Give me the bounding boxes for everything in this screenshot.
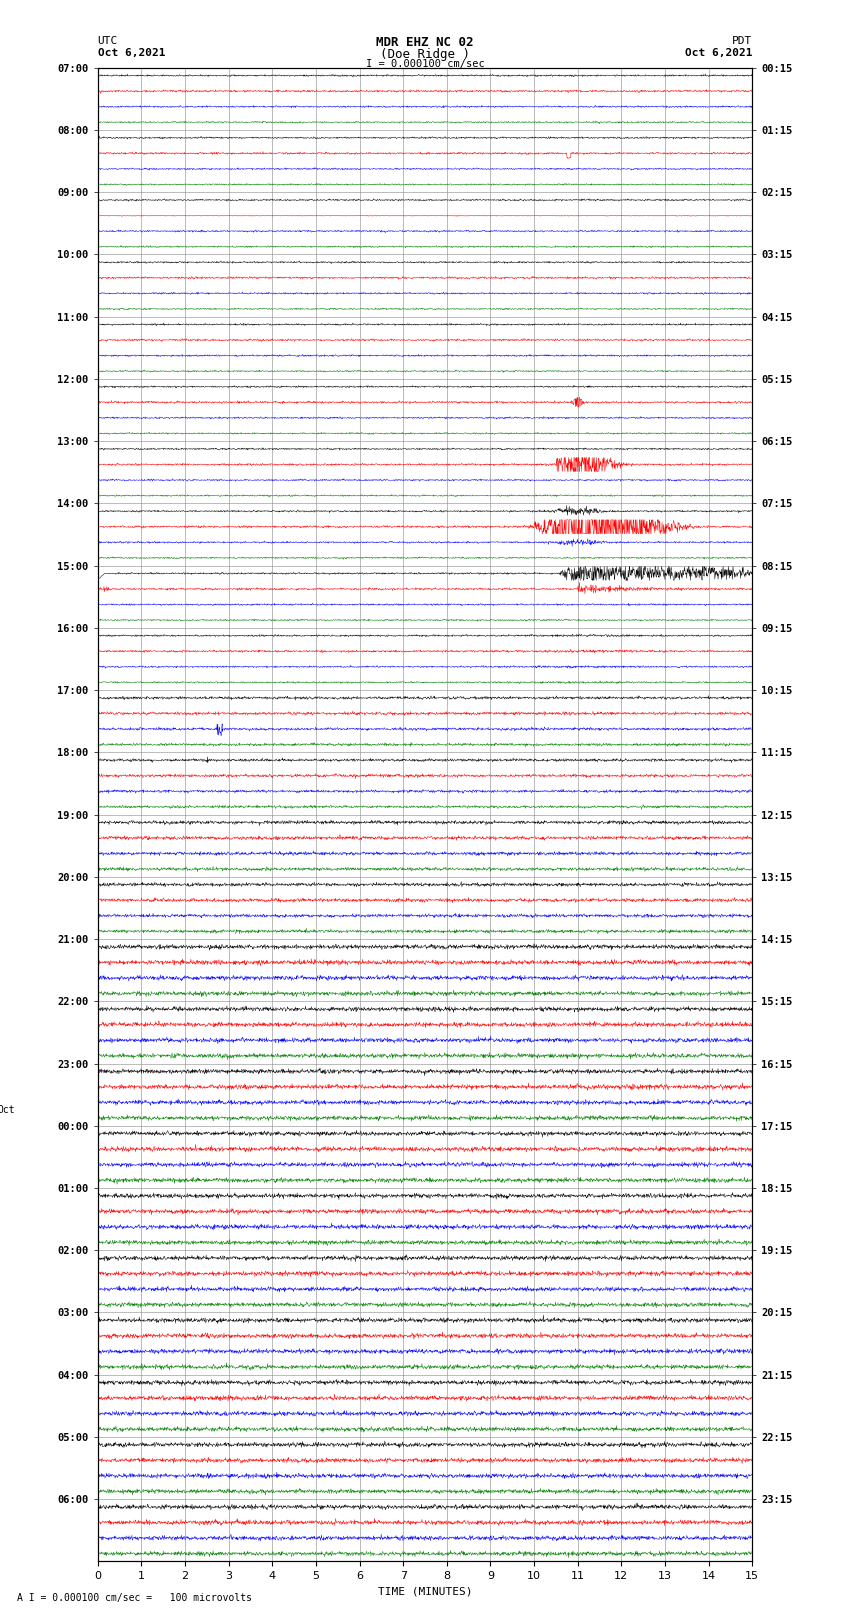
Text: Oct 6,2021: Oct 6,2021: [98, 47, 165, 58]
Text: (Doe Ridge ): (Doe Ridge ): [380, 47, 470, 61]
Text: UTC: UTC: [98, 37, 118, 47]
Text: MDR EHZ NC 02: MDR EHZ NC 02: [377, 37, 473, 50]
Text: I = 0.000100 cm/sec: I = 0.000100 cm/sec: [366, 58, 484, 69]
Text: Oct 6,2021: Oct 6,2021: [685, 47, 752, 58]
Text: PDT: PDT: [732, 37, 752, 47]
Text: A I = 0.000100 cm/sec =   100 microvolts: A I = 0.000100 cm/sec = 100 microvolts: [17, 1594, 252, 1603]
X-axis label: TIME (MINUTES): TIME (MINUTES): [377, 1587, 473, 1597]
Text: Oct: Oct: [0, 1105, 15, 1115]
